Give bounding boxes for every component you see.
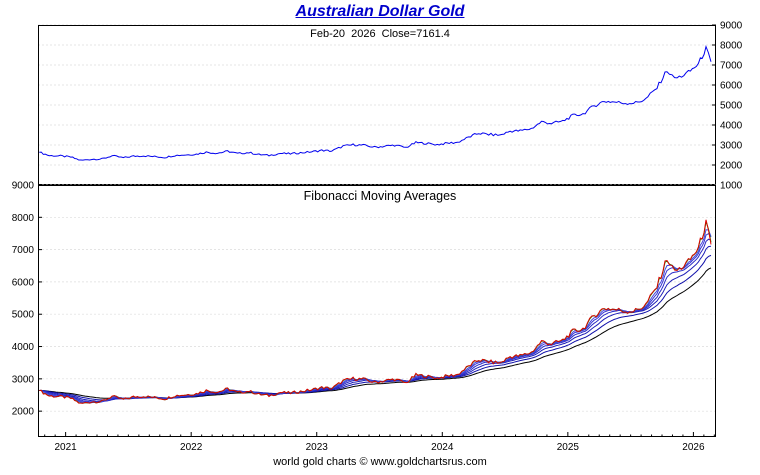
y-tick-label: 1000: [720, 181, 743, 192]
y-tick-label: 8000: [720, 41, 743, 52]
y-tick-label: 9000: [12, 181, 35, 192]
page-title: Australian Dollar Gold: [295, 3, 465, 20]
plot-border: [38, 185, 716, 437]
x-tick-label: 2021: [54, 442, 77, 453]
y-tick-label: 7000: [720, 61, 743, 72]
chart-subtitle: Feb-20 2026 Close=7161.4: [310, 28, 450, 40]
x-tick-label: 2024: [431, 442, 454, 453]
y-tick-label: 5000: [720, 101, 743, 112]
y-tick-label: 4000: [12, 342, 35, 353]
ma-line-144: [39, 254, 712, 401]
ma-line-89: [39, 245, 712, 402]
y-tick-label: 6000: [12, 277, 35, 288]
y-tick-label: 3000: [720, 141, 743, 152]
x-tick-label: 2022: [180, 442, 203, 453]
y-tick-label: 2000: [720, 161, 743, 172]
price-line: [39, 219, 712, 404]
y-tick-label: 8000: [12, 213, 35, 224]
ma-line-55: [39, 238, 712, 403]
lower-chart-title: Fibonacci Moving Averages: [303, 189, 457, 203]
y-tick-label: 7000: [12, 245, 35, 256]
footer-credit: world gold charts © www.goldchartsrus.co…: [273, 456, 487, 468]
y-tick-label: 6000: [720, 81, 743, 92]
y-tick-label: 9000: [720, 21, 743, 32]
series-group: [39, 44, 712, 161]
ma-line-34: [39, 232, 712, 404]
y-tick-label: 5000: [12, 310, 35, 321]
series-group: [39, 219, 712, 404]
x-tick-label: 2023: [306, 442, 329, 453]
y-tick-label: 3000: [12, 374, 35, 385]
x-tick-label: 2026: [682, 442, 705, 453]
x-tick-label: 2025: [557, 442, 580, 453]
y-tick-label: 2000: [12, 407, 35, 418]
plot-border: [38, 25, 716, 185]
price-line: [39, 44, 712, 161]
y-tick-label: 4000: [720, 121, 743, 132]
